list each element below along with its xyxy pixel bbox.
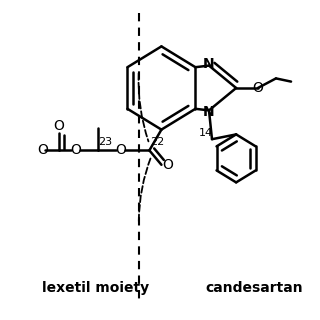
Text: 22: 22 xyxy=(150,137,164,148)
Text: N: N xyxy=(203,57,215,71)
Text: O: O xyxy=(252,81,263,95)
Text: 14: 14 xyxy=(199,128,213,138)
Text: lexetil moiety: lexetil moiety xyxy=(42,281,149,295)
Text: 23: 23 xyxy=(99,137,113,148)
Text: O: O xyxy=(70,143,81,157)
Text: N: N xyxy=(203,105,215,119)
Text: O: O xyxy=(162,158,173,172)
Text: O: O xyxy=(115,143,126,157)
Text: O: O xyxy=(37,143,48,157)
Text: O: O xyxy=(53,119,64,133)
Text: candesartan: candesartan xyxy=(205,281,303,295)
